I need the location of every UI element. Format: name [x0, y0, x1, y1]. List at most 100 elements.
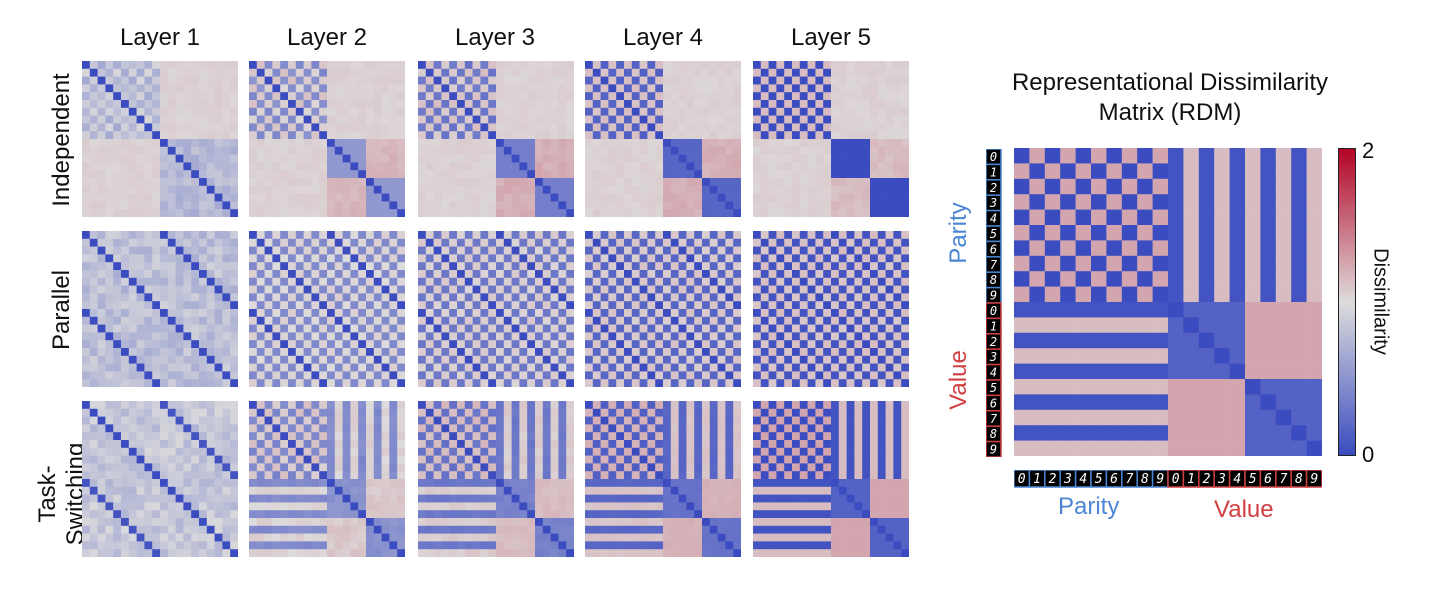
heatmap-cell [272, 68, 281, 77]
heatmap-cell [464, 455, 473, 464]
heatmap-cell [647, 193, 656, 202]
heatmap-cell [183, 193, 192, 202]
heatmap-cell [542, 270, 551, 279]
heatmap-cell [89, 340, 98, 349]
heatmap-cell [480, 115, 489, 124]
heatmap-cell [815, 209, 824, 217]
heatmap-cell [862, 355, 871, 364]
heatmap-cell [694, 61, 703, 70]
heatmap-cell [295, 463, 304, 472]
heatmap-cell [631, 238, 640, 247]
heatmap-cell [366, 61, 375, 70]
heatmap-cell [167, 246, 176, 255]
heatmap-cell [433, 379, 442, 387]
heatmap-cell [753, 348, 762, 357]
heatmap-cell [167, 262, 176, 271]
heatmap-cell [397, 340, 405, 349]
heatmap-cell [136, 533, 145, 542]
heatmap-cell [702, 209, 711, 217]
heatmap-cell [175, 416, 184, 425]
heatmap-cell [550, 447, 559, 456]
heatmap-cell [585, 115, 594, 124]
heatmap-cell [725, 146, 734, 155]
heatmap-cell [678, 154, 687, 163]
heatmap-cell [823, 61, 832, 70]
heatmap-cell [256, 270, 265, 279]
heatmap-cell [519, 463, 528, 472]
heatmap-cell [893, 84, 902, 93]
heatmap-cell [199, 371, 208, 380]
heatmap-cell [550, 455, 559, 464]
heatmap-cell [624, 100, 633, 109]
heatmap-cell [846, 123, 855, 132]
heatmap-cell [488, 84, 497, 93]
heatmap-cell [768, 379, 777, 387]
heatmap-cell [183, 518, 192, 527]
heatmap-cell [222, 440, 231, 449]
heatmap-cell [585, 61, 594, 70]
heatmap-cell [136, 123, 145, 132]
heatmap-cell [152, 401, 161, 410]
heatmap-cell [527, 123, 536, 132]
heatmap-cell [480, 123, 489, 132]
heatmap-cell [214, 76, 223, 85]
heatmap-cell [815, 293, 824, 302]
heatmap-cell [854, 355, 863, 364]
heatmap-cell [709, 379, 718, 387]
heatmap-cell [694, 332, 703, 341]
heatmap-cell [624, 316, 633, 325]
heatmap-cell [191, 139, 200, 148]
heatmap-cell [311, 455, 320, 464]
heatmap-cell [249, 92, 258, 101]
heatmap-cell [496, 301, 505, 310]
heatmap-cell [381, 201, 390, 210]
heatmap-cell [183, 401, 192, 410]
heatmap-cell [496, 123, 505, 132]
heatmap-cell [639, 146, 648, 155]
heatmap-cell [222, 178, 231, 187]
heatmap-cell [655, 231, 664, 240]
heatmap-cell [815, 154, 824, 163]
heatmap-cell [191, 510, 200, 519]
heatmap-cell [592, 170, 601, 179]
heatmap-cell [222, 316, 231, 325]
heatmap-cell [496, 324, 505, 333]
heatmap-cell [381, 238, 390, 247]
heatmap-cell [230, 193, 238, 202]
heatmap-cell [191, 424, 200, 433]
heatmap-cell [678, 68, 687, 77]
heatmap-cell [846, 332, 855, 341]
heatmap-cell [608, 340, 617, 349]
heatmap-cell [488, 293, 497, 302]
heatmap-cell [441, 254, 450, 263]
heatmap-cell [82, 549, 91, 557]
heatmap-cell [702, 238, 711, 247]
heatmap-cell [97, 401, 106, 410]
heatmap-cell [799, 324, 808, 333]
heatmap-cell [639, 238, 648, 247]
heatmap-cell [366, 193, 375, 202]
heatmap-cell [624, 379, 633, 387]
heatmap-cell [815, 193, 824, 202]
heatmap-cell [288, 502, 297, 511]
heatmap-cell [893, 293, 902, 302]
heatmap-cell [222, 471, 231, 480]
heatmap-cell [256, 293, 265, 302]
heatmap-cell [366, 494, 375, 503]
heatmap-cell [464, 246, 473, 255]
heatmap-cell [694, 277, 703, 286]
heatmap-cell [655, 92, 664, 101]
heatmap-cell [160, 61, 169, 70]
heatmap-cell [702, 270, 711, 279]
heatmap-cell [389, 471, 398, 480]
heatmap-cell [776, 301, 785, 310]
heatmap-cell [230, 401, 238, 410]
heatmap-cell [655, 68, 664, 77]
heatmap-cell [295, 201, 304, 210]
heatmap-cell [799, 201, 808, 210]
heatmap-cell [199, 479, 208, 488]
heatmap-cell [97, 185, 106, 194]
heatmap-cell [160, 146, 169, 155]
heatmap-cell [230, 340, 238, 349]
heatmap-cell [144, 301, 153, 310]
